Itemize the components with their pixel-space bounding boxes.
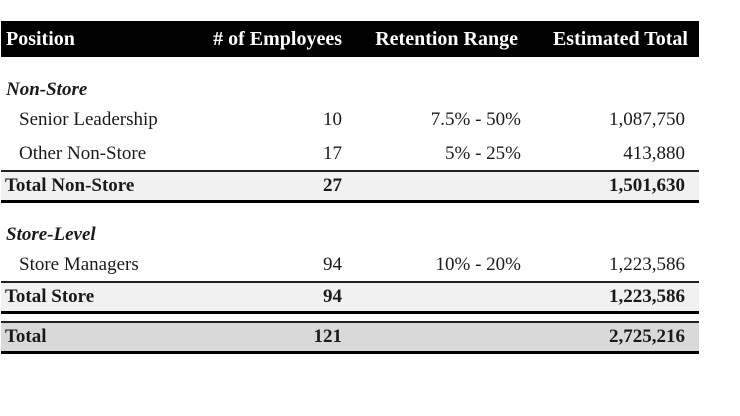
subtotal-label: Total Non-Store — [1, 170, 191, 203]
spacer — [1, 57, 699, 77]
spacer — [1, 312, 699, 322]
subtotal-estimated-total: 1,501,630 — [523, 170, 699, 203]
subtotal-row-non-store: Total Non-Store 27 1,501,630 — [1, 170, 699, 203]
retention-cost-table: Position # of Employees Retention Range … — [1, 21, 699, 354]
section-label: Store-Level — [6, 224, 96, 245]
section-header-store-level: Store-Level — [1, 222, 699, 248]
grand-total-row: Total 121 2,725,216 — [1, 321, 699, 354]
estimated-total-cell: 413,880 — [623, 142, 685, 164]
grand-total-retention — [346, 321, 523, 354]
spacer — [1, 201, 699, 222]
grand-total-employees: 121 — [191, 321, 346, 354]
section-header-non-store: Non-Store — [1, 77, 699, 103]
column-header-position: Position — [1, 21, 191, 57]
subtotal-retention — [346, 281, 523, 314]
estimated-total-cell: 1,087,750 — [609, 109, 685, 130]
employees-cell: 17 — [323, 142, 342, 164]
retention-range-cell: 7.5% - 50% — [430, 109, 521, 130]
section-label: Non-Store — [6, 79, 88, 100]
subtotal-label: Total Store — [1, 281, 191, 314]
position-cell: Senior Leadership — [19, 109, 158, 130]
retention-range-cell: 10% - 20% — [435, 253, 521, 275]
column-header-employees: # of Employees — [191, 21, 346, 57]
retention-range-cell: 5% - 25% — [445, 142, 521, 164]
table-header-row: Position # of Employees Retention Range … — [1, 21, 699, 57]
employees-cell: 94 — [323, 253, 342, 275]
position-cell: Store Managers — [19, 253, 139, 275]
column-header-estimated-total: Estimated Total — [523, 21, 699, 57]
grand-total-estimated-total: 2,725,216 — [523, 321, 699, 354]
position-cell: Other Non-Store — [19, 142, 147, 164]
table-row-senior-leadership: Senior Leadership 10 7.5% - 50% 1,087,75… — [1, 103, 699, 137]
estimated-total-cell: 1,223,586 — [609, 253, 685, 275]
subtotal-employees: 27 — [191, 170, 346, 203]
subtotal-employees: 94 — [191, 281, 346, 314]
subtotal-estimated-total: 1,223,586 — [523, 281, 699, 314]
grand-total-label: Total — [1, 321, 191, 354]
column-header-retention-range: Retention Range — [346, 21, 523, 57]
employees-cell: 10 — [323, 109, 342, 130]
subtotal-row-store: Total Store 94 1,223,586 — [1, 281, 699, 314]
table-row-store-managers: Store Managers 94 10% - 20% 1,223,586 — [1, 248, 699, 282]
subtotal-retention — [346, 170, 523, 203]
table-row-other-non-store: Other Non-Store 17 5% - 25% 413,880 — [1, 137, 699, 171]
